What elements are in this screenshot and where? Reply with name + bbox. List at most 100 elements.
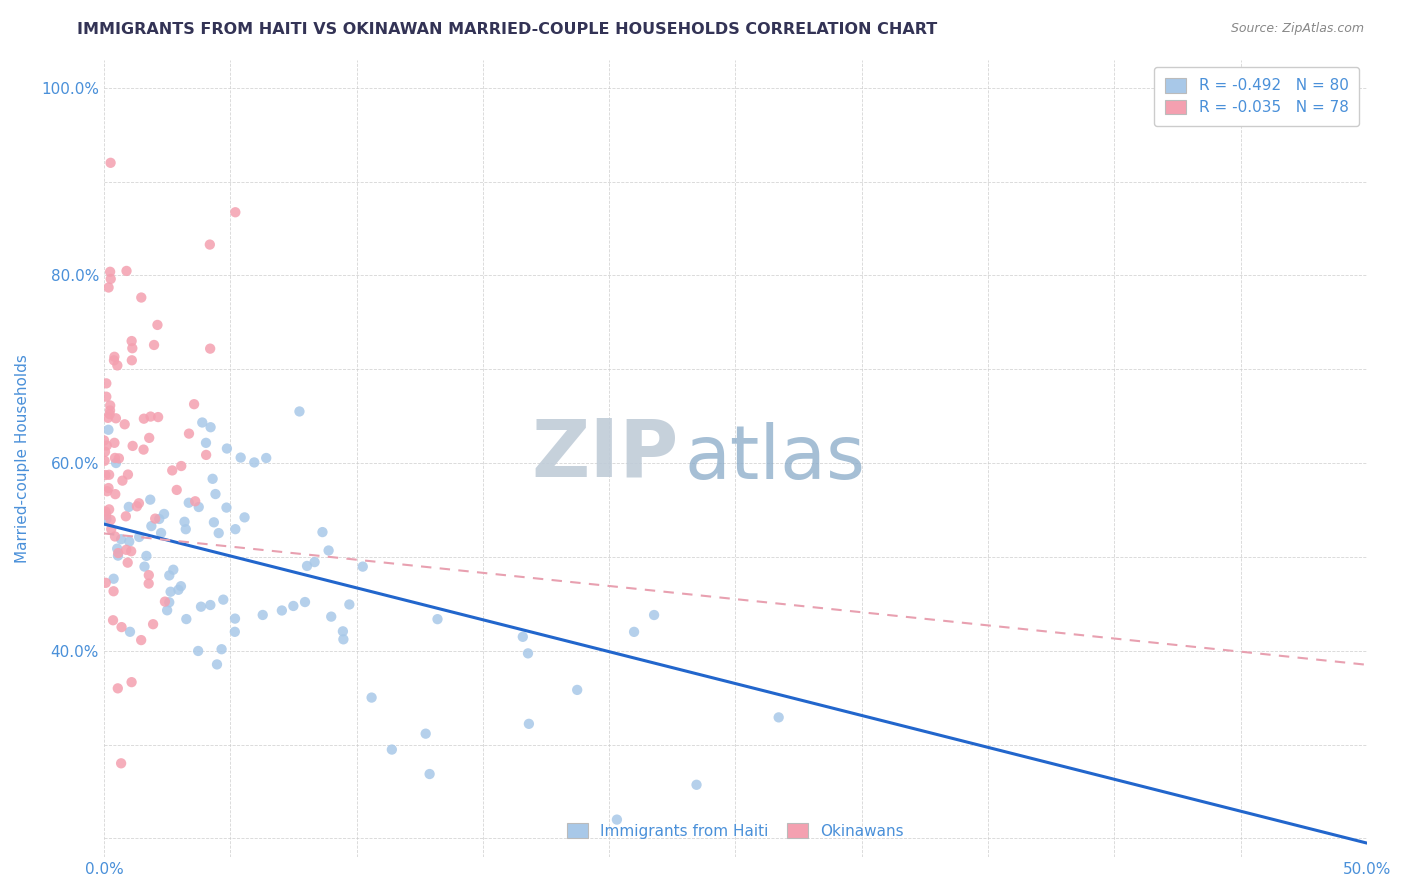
Point [121,675,143,690]
Point [215,442,238,456]
Text: IMMIGRANTS FROM HAITI VS OKINAWAN MARRIED-COUPLE HOUSEHOLDS CORRELATION CHART: IMMIGRANTS FROM HAITI VS OKINAWAN MARRIE… [77,22,938,37]
Point [98,403,121,417]
Point [94,508,117,522]
Point [129,633,152,648]
Point [295,558,318,573]
Point [118,624,141,639]
Point [177,496,200,510]
Point [114,417,136,432]
Point [205,657,228,672]
Point [96,484,118,499]
Point [337,598,360,612]
Point [167,582,190,597]
Point [139,492,162,507]
Point [110,756,132,771]
Point [97,410,120,425]
Point [96,376,118,391]
Point [198,237,221,252]
Point [104,487,127,501]
Point [153,594,176,608]
Point [146,410,169,425]
Legend: Immigrants from Haiti, Okinawans: Immigrants from Haiti, Okinawans [555,813,915,849]
Point [173,515,195,529]
Point [252,607,274,622]
Point [115,264,138,278]
Point [270,603,292,617]
Point [381,742,404,756]
Point [204,487,226,501]
Point [128,530,150,544]
Point [360,690,382,705]
Point [294,595,316,609]
Text: atlas: atlas [685,422,866,495]
Point [195,448,218,462]
Point [419,767,441,781]
Point [93,454,115,468]
Text: Source: ZipAtlas.com: Source: ZipAtlas.com [1230,22,1364,36]
Point [100,513,122,527]
Point [138,568,160,582]
Point [426,612,449,626]
Point [104,450,127,465]
Point [229,450,252,465]
Point [332,632,354,647]
Point [125,500,148,514]
Point [623,624,645,639]
Point [157,568,180,582]
Point [115,509,138,524]
Point [202,516,225,530]
Point [156,603,179,617]
Point [105,456,128,470]
Point [103,350,125,364]
Point [208,526,231,541]
Point [105,541,128,556]
Point [153,507,176,521]
Point [211,642,233,657]
Point [108,451,131,466]
Y-axis label: Married-couple Households: Married-couple Households [15,354,30,563]
Point [94,444,117,458]
Point [201,472,224,486]
Point [107,546,129,560]
Point [166,483,188,497]
Point [110,533,132,547]
Point [103,584,125,599]
Point [142,617,165,632]
Point [104,529,127,543]
Point [93,434,115,448]
Point [157,595,180,609]
Point [98,467,121,482]
Point [134,559,156,574]
Point [110,620,132,634]
Point [132,411,155,425]
Point [512,630,534,644]
Point [567,682,589,697]
Point [97,423,120,437]
Text: ZIP: ZIP [531,416,679,493]
Point [98,265,121,279]
Point [200,420,222,434]
Point [121,341,143,355]
Point [115,542,138,557]
Point [107,681,129,696]
Point [304,555,326,569]
Point [195,435,218,450]
Point [159,584,181,599]
Point [233,510,256,524]
Point [103,572,125,586]
Point [224,205,246,219]
Point [162,563,184,577]
Point [104,411,127,425]
Point [97,481,120,495]
Point [176,612,198,626]
Point [98,502,121,516]
Point [768,710,790,724]
Point [177,426,200,441]
Point [187,500,209,514]
Point [94,575,117,590]
Point [254,450,277,465]
Point [215,500,238,515]
Point [138,431,160,445]
Point [212,592,235,607]
Point [170,458,193,473]
